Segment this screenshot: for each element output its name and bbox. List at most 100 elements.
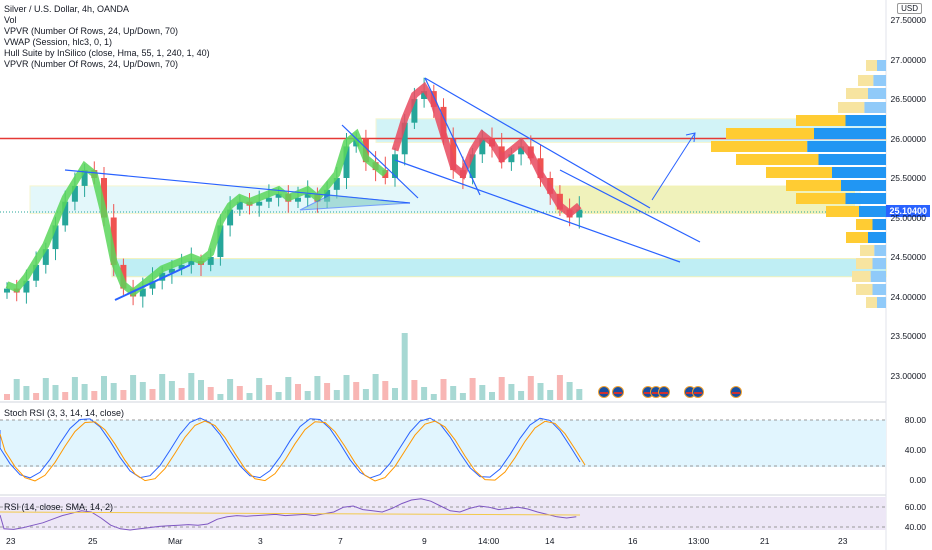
- legend-line-vpvr[interactable]: VPVR (Number Of Rows, 24, Up/Down, 70): [4, 26, 179, 36]
- price-tick-label: 27.50000: [890, 15, 926, 25]
- event-flag-icon[interactable]: [612, 386, 624, 398]
- candle-body: [168, 268, 175, 273]
- vpvr-bar: [818, 154, 886, 165]
- volume-bar: [295, 384, 301, 400]
- candle-body: [401, 122, 408, 155]
- candle-body: [256, 201, 263, 206]
- vpvr-bar: [814, 128, 886, 139]
- volume-bar: [450, 386, 457, 400]
- time-tick-label: 16: [628, 536, 638, 546]
- time-tick-label: 7: [338, 536, 343, 546]
- volume-bar: [4, 394, 10, 400]
- volume-bar: [353, 382, 360, 400]
- time-tick-label: 9: [422, 536, 427, 546]
- trendline: [341, 124, 419, 199]
- candle-body: [23, 280, 30, 293]
- candle-body: [178, 264, 185, 269]
- hull-ribbon-down: [391, 81, 582, 219]
- volume-bar: [62, 392, 69, 400]
- volume-bar: [285, 377, 292, 400]
- rsi-tick-label: 60.00: [904, 502, 926, 512]
- candle-body: [33, 264, 40, 281]
- candle-body: [236, 201, 243, 210]
- stoch-tick-label: 80.00: [904, 415, 926, 425]
- candle-body: [324, 189, 331, 202]
- volume-bar: [198, 380, 204, 400]
- vpvr-bar: [726, 128, 814, 139]
- event-flag-icon[interactable]: [730, 386, 742, 398]
- vpvr-bar: [807, 141, 886, 152]
- candle-body: [304, 193, 311, 198]
- stoch-tick-label: 0.00: [909, 475, 926, 485]
- volume-bar: [265, 385, 272, 400]
- candle-body: [188, 260, 195, 265]
- volume-bar: [537, 383, 544, 400]
- time-tick-label: Mar: [168, 536, 183, 546]
- time-tick-label: 23: [838, 536, 848, 546]
- time-tick-label: 3: [258, 536, 263, 546]
- volume-bar: [91, 391, 98, 400]
- vpvr-bar: [845, 193, 886, 204]
- symbol-title[interactable]: Silver / U.S. Dollar, 4h, OANDA: [4, 4, 130, 14]
- candle-body: [479, 138, 486, 155]
- trendline: [424, 77, 651, 209]
- candle-body: [227, 209, 234, 226]
- volume-bar: [178, 388, 185, 400]
- trendline: [394, 159, 681, 263]
- vpvr-bar: [856, 284, 873, 295]
- volume-bar: [246, 393, 253, 400]
- vpvr-bar: [866, 297, 877, 308]
- triangle-pattern: [299, 194, 411, 211]
- vpvr-bar: [845, 115, 886, 126]
- stoch-rsi-label[interactable]: Stoch RSI (3, 3, 14, 14, close): [4, 408, 125, 418]
- candle-body: [217, 225, 224, 257]
- vpvr-bar: [846, 88, 868, 99]
- volume-bar: [382, 381, 389, 400]
- vpvr-bar: [868, 232, 886, 243]
- vpvr-bar: [852, 271, 871, 282]
- trendline: [424, 77, 481, 196]
- volume-bar: [527, 376, 534, 400]
- hull-ribbon-up: [5, 128, 388, 298]
- event-flag-icon[interactable]: [658, 386, 670, 398]
- volume-bar: [401, 333, 408, 400]
- time-tick-label: 14: [545, 536, 555, 546]
- candle-body: [52, 225, 59, 250]
- vpvr-bar: [856, 219, 873, 230]
- event-flag-icon[interactable]: [598, 386, 610, 398]
- candle-body: [62, 201, 69, 226]
- vpvr-bar: [796, 115, 846, 126]
- volume-bar: [518, 391, 525, 400]
- vpvr-bar: [877, 60, 886, 71]
- currency-badge[interactable]: USD: [897, 3, 922, 14]
- volume-bar: [42, 378, 49, 400]
- volume-bar: [130, 375, 137, 400]
- volume-bar: [139, 382, 146, 400]
- legend-line-vol[interactable]: Vol: [4, 15, 17, 25]
- price-tick-label: 26.50000: [890, 94, 926, 104]
- legend-line-hull[interactable]: Hull Suite by InSilico (close, Hma, 55, …: [4, 48, 210, 58]
- volume-bar: [459, 393, 466, 400]
- candle-body: [110, 217, 117, 265]
- price-tick-label: 24.00000: [890, 291, 926, 302]
- volume-bar: [556, 375, 563, 400]
- time-tick-label: 13:00: [688, 536, 710, 546]
- candle-body: [421, 91, 428, 99]
- price-tick-label: 27.00000: [890, 54, 926, 65]
- stoch-tick-label: 40.00: [904, 445, 926, 455]
- candle-body: [275, 193, 282, 198]
- volume-bar: [52, 385, 59, 400]
- price-tick-label: 23.00000: [890, 370, 926, 381]
- candle-body: [411, 99, 418, 123]
- volume-bar: [547, 390, 554, 400]
- rsi-label[interactable]: RSI (14, close, SMA, 14, 2): [4, 502, 114, 512]
- legend-line-vpvr-2[interactable]: VPVR (Number Of Rows, 24, Up/Down, 70): [4, 59, 179, 69]
- time-tick-label: 25: [88, 536, 98, 546]
- time-tick-label: 23: [6, 536, 16, 546]
- candle-body: [159, 272, 166, 281]
- volume-bar: [188, 373, 195, 400]
- volume-bar: [256, 378, 263, 400]
- event-flag-icon[interactable]: [692, 386, 704, 398]
- legend-line-vwap[interactable]: VWAP (Session, hlc3, 0, 1): [4, 37, 113, 47]
